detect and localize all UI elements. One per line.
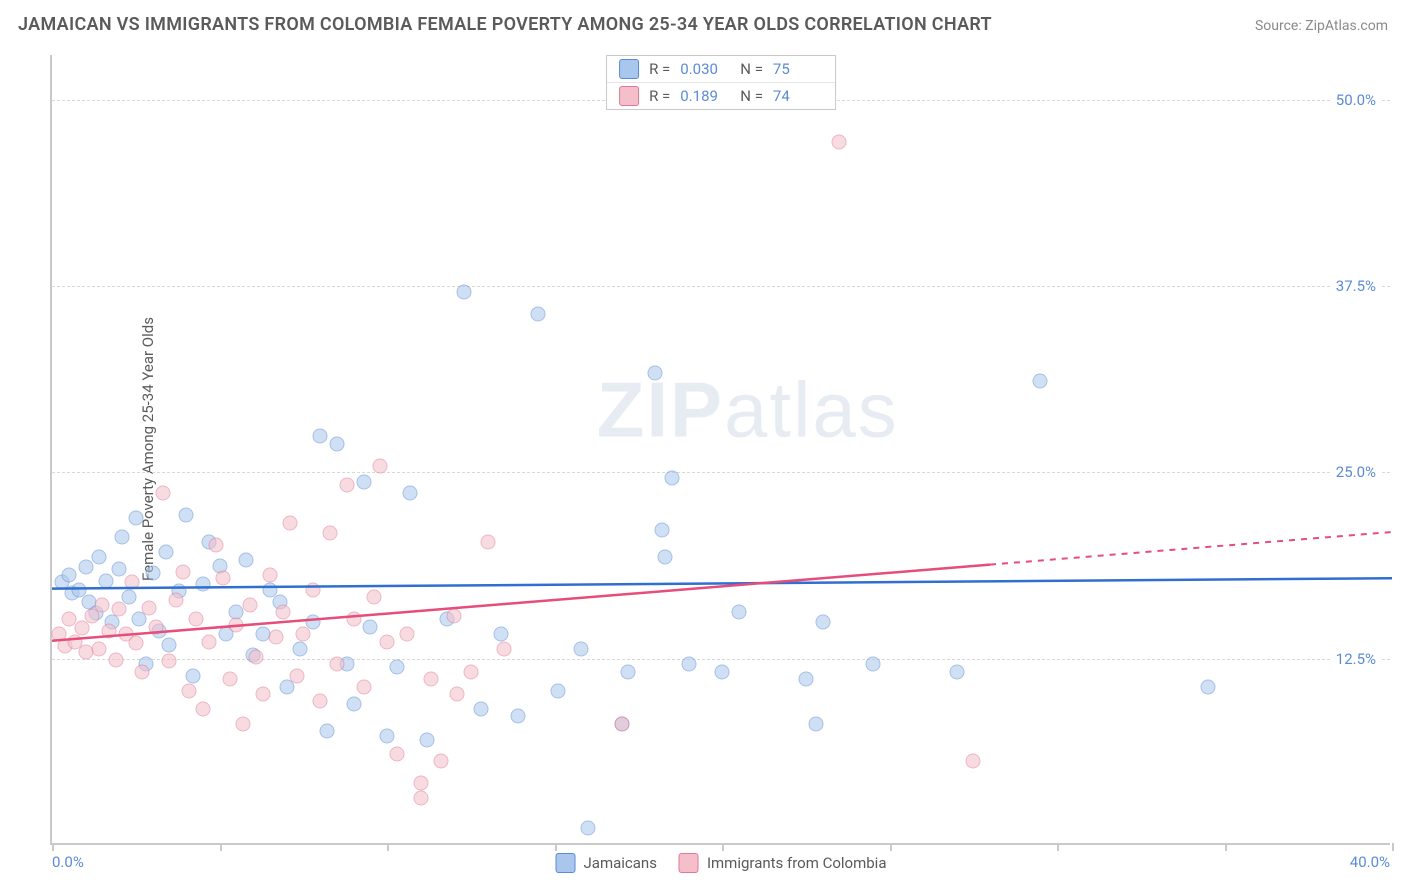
correlation-legend: R = 0.030 N = 75 R = 0.189 N = 74 (606, 55, 836, 110)
series-legend: Jamaicans Immigrants from Colombia (556, 853, 887, 873)
legend-item-jamaicans: Jamaicans (556, 853, 657, 873)
trend-lines (52, 55, 1392, 845)
swatch-jamaicans (619, 59, 639, 79)
n-value-jamaicans: 75 (773, 60, 823, 78)
scatter-plot: Female Poverty Among 25-34 Year Olds ZIP… (50, 55, 1390, 845)
legend-item-colombia: Immigrants from Colombia (679, 853, 887, 873)
r-value-colombia: 0.189 (680, 87, 730, 105)
swatch-jamaicans-bottom (556, 853, 576, 873)
legend-row-jamaicans: R = 0.030 N = 75 (607, 56, 835, 83)
chart-title: JAMAICAN VS IMMIGRANTS FROM COLOMBIA FEM… (18, 14, 992, 35)
x-tick (1392, 843, 1394, 851)
x-axis-max-label: 40.0% (1350, 853, 1390, 871)
legend-label-jamaicans: Jamaicans (584, 854, 657, 872)
x-axis-min-label: 0.0% (52, 853, 84, 871)
swatch-colombia-bottom (679, 853, 699, 873)
source-attribution: Source: ZipAtlas.com (1255, 18, 1388, 34)
legend-row-colombia: R = 0.189 N = 74 (607, 83, 835, 109)
r-value-jamaicans: 0.030 (680, 60, 730, 78)
n-value-colombia: 74 (773, 87, 823, 105)
swatch-colombia (619, 86, 639, 106)
legend-label-colombia: Immigrants from Colombia (707, 854, 887, 872)
